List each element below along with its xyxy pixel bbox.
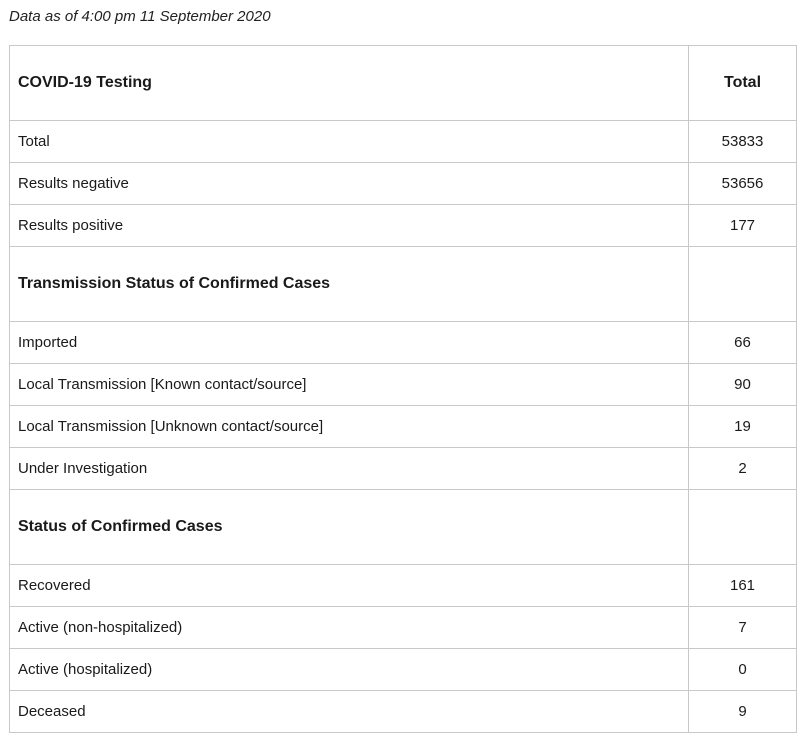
table-row: Under Investigation 2	[9, 447, 797, 490]
table-header-row: COVID-19 Testing Total	[9, 45, 797, 121]
row-label: Under Investigation	[9, 447, 689, 490]
covid-stats-table: COVID-19 Testing Total Total 53833 Resul…	[9, 45, 797, 733]
row-label: Total	[9, 120, 689, 163]
table-row: Total 53833	[9, 120, 797, 163]
row-value: 0	[688, 648, 797, 691]
row-value: 19	[688, 405, 797, 448]
table-row: Active (non-hospitalized) 7	[9, 606, 797, 649]
transmission-section-heading: Transmission Status of Confirmed Cases	[9, 246, 689, 322]
table-row: Results positive 177	[9, 204, 797, 247]
section-heading-row: Status of Confirmed Cases	[9, 489, 797, 565]
row-value: 90	[688, 363, 797, 406]
data-as-of-note: Data as of 4:00 pm 11 September 2020	[9, 8, 271, 25]
row-label: Active (hospitalized)	[9, 648, 689, 691]
section-heading-row: Transmission Status of Confirmed Cases	[9, 246, 797, 322]
table-row: Recovered 161	[9, 564, 797, 607]
row-label: Imported	[9, 321, 689, 364]
row-label: Local Transmission [Unknown contact/sour…	[9, 405, 689, 448]
row-value: 53656	[688, 162, 797, 205]
table-row: Deceased 9	[9, 690, 797, 733]
row-label: Results positive	[9, 204, 689, 247]
row-label: Recovered	[9, 564, 689, 607]
row-value: 161	[688, 564, 797, 607]
table-row: Local Transmission [Known contact/source…	[9, 363, 797, 406]
row-value: 177	[688, 204, 797, 247]
row-value: 53833	[688, 120, 797, 163]
table-row: Results negative 53656	[9, 162, 797, 205]
row-label: Deceased	[9, 690, 689, 733]
row-label: Active (non-hospitalized)	[9, 606, 689, 649]
row-label: Local Transmission [Known contact/source…	[9, 363, 689, 406]
header-total: Total	[688, 45, 797, 121]
table-row: Local Transmission [Unknown contact/sour…	[9, 405, 797, 448]
header-label: COVID-19 Testing	[9, 45, 689, 121]
row-value: 7	[688, 606, 797, 649]
section-empty-cell	[688, 246, 797, 322]
row-value: 9	[688, 690, 797, 733]
section-empty-cell	[688, 489, 797, 565]
row-value: 2	[688, 447, 797, 490]
table-row: Active (hospitalized) 0	[9, 648, 797, 691]
row-label: Results negative	[9, 162, 689, 205]
row-value: 66	[688, 321, 797, 364]
status-section-heading: Status of Confirmed Cases	[9, 489, 689, 565]
table-row: Imported 66	[9, 321, 797, 364]
